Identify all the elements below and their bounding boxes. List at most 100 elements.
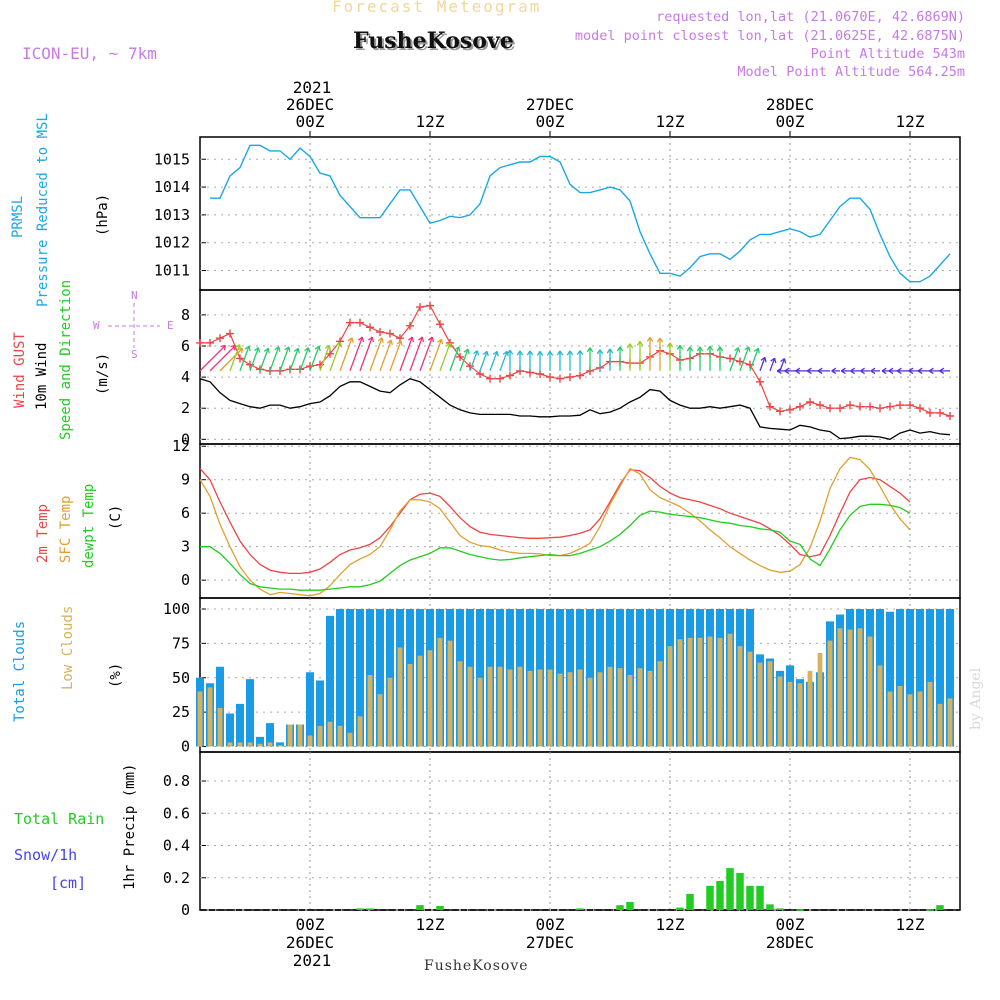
wind-ylabel-10m: 10m Wind — [34, 343, 50, 410]
rain-bar — [726, 868, 734, 910]
wind-arrow-head — [646, 336, 654, 342]
rain-bar — [706, 885, 714, 910]
low-cloud-bar — [347, 732, 353, 747]
rain-bar — [776, 908, 784, 910]
top-year: 2021 — [293, 78, 332, 97]
gust-marker — [826, 404, 834, 413]
gust-marker — [766, 402, 774, 411]
gust-marker — [476, 370, 484, 378]
wind-arrow-head — [526, 350, 534, 356]
wind-ylabel-dir: Speed and Direction — [58, 280, 74, 440]
gust-line — [200, 304, 951, 417]
requested-coords: requested lon,lat (21.0670E, 42.6869N) — [656, 9, 965, 25]
total-cloud-bar — [886, 611, 894, 747]
low-cloud-bar — [807, 670, 813, 747]
low-cloud-bar — [727, 633, 733, 747]
low-cloud-bar — [937, 703, 943, 747]
temp-unit: (C) — [108, 505, 124, 530]
y-tick-label: 9 — [181, 471, 190, 489]
total-cloud-bar — [326, 615, 334, 747]
wind-arrow-head — [686, 346, 694, 352]
bottom-date-label: 26DEC — [286, 933, 334, 952]
gust-marker — [496, 374, 504, 383]
wind-direction-arrow — [269, 346, 280, 372]
rain-bar — [676, 907, 684, 910]
low-cloud-bar — [227, 742, 233, 747]
rain-bar — [356, 908, 364, 910]
low-cloud-bar — [537, 669, 543, 747]
rain-bar — [686, 893, 694, 910]
wind-arrow-head — [516, 350, 524, 356]
gust-marker — [366, 323, 374, 332]
wind-direction-arrow — [739, 346, 750, 372]
total-cloud-bar — [316, 680, 324, 747]
wind-arrow-head — [917, 367, 923, 375]
wind-arrow-head — [676, 344, 684, 350]
gust-marker — [886, 402, 894, 411]
y-tick-label: 75 — [172, 634, 190, 652]
wind-arrow-head — [881, 367, 887, 375]
wind-arrow-head — [888, 367, 894, 375]
wind-arrow-head — [492, 350, 499, 357]
wind-arrow-head — [536, 350, 544, 356]
total-cloud-bar — [376, 609, 384, 747]
gust-marker — [276, 366, 284, 375]
gust-marker — [946, 412, 954, 420]
total-cloud-bar — [236, 703, 244, 747]
gust-marker — [816, 401, 824, 410]
rain-bar — [576, 908, 584, 910]
y-tick-label: 50 — [172, 669, 190, 687]
gust-marker — [486, 374, 494, 383]
low-cloud-bar — [777, 676, 783, 747]
top-date-label: 28DEC — [766, 95, 814, 114]
wind-direction-arrow — [379, 339, 392, 372]
gust-marker — [196, 338, 204, 347]
wind-arrow-head — [254, 347, 261, 353]
low-cloud-bar — [867, 636, 873, 747]
wind-arrow-head — [928, 367, 934, 375]
temp-ylabel-sfc: SFC Temp — [58, 496, 74, 563]
wind-arrow-head — [396, 340, 403, 346]
bottom-time-tick-label: 12Z — [416, 915, 445, 934]
top-date-label: 27DEC — [526, 95, 574, 114]
low-cloud-bar — [497, 666, 503, 747]
low-cloud-bar — [397, 647, 403, 747]
wind-arrow-head — [324, 344, 332, 351]
total-cloud-bar — [246, 679, 254, 747]
wind-direction-arrow — [469, 350, 478, 372]
rain-bar — [616, 905, 624, 910]
bottom-time-tick-label: 12Z — [896, 915, 925, 934]
y-tick-label: 12 — [172, 437, 190, 455]
y-tick-label: 1015 — [154, 150, 190, 168]
bottom-time-tick-label: 12Z — [656, 915, 685, 934]
wind-arrow-head — [377, 337, 384, 343]
low-cloud-bar — [297, 724, 303, 747]
low-cloud-bar — [407, 664, 413, 747]
wind-arrow-head — [576, 350, 584, 356]
wind-arrow-head — [336, 341, 343, 348]
wind-arrow-head — [463, 348, 470, 355]
rain-bar — [626, 901, 634, 910]
gust-marker — [226, 329, 234, 338]
low-cloud-bar — [927, 681, 933, 747]
wind-arrow-head — [220, 344, 227, 351]
low-cloud-bar — [517, 666, 523, 747]
gust-marker — [466, 362, 474, 371]
wind-arrow-head — [770, 357, 777, 364]
wind-arrow-head — [454, 346, 461, 352]
wind-arrow-head — [304, 347, 311, 353]
gust-marker — [566, 373, 574, 382]
y-tick-label: 1011 — [154, 262, 190, 280]
wind-arrow-head — [870, 367, 876, 375]
total-cloud-bar — [216, 666, 224, 747]
wind-direction-arrow — [759, 357, 766, 372]
wind-direction-arrow — [419, 336, 433, 372]
low-cloud-bar — [447, 640, 453, 747]
wind-direction-arrow — [729, 347, 740, 372]
top-time-tick-label: 00Z — [536, 112, 565, 131]
wind-arrow-head — [586, 347, 594, 353]
low-cloud-bar — [917, 691, 923, 747]
plot-layer: 00Z26DEC00Z26DEC12Z12Z00Z27DEC00Z27DEC12… — [154, 95, 960, 952]
wind-arrow-head — [806, 367, 812, 375]
